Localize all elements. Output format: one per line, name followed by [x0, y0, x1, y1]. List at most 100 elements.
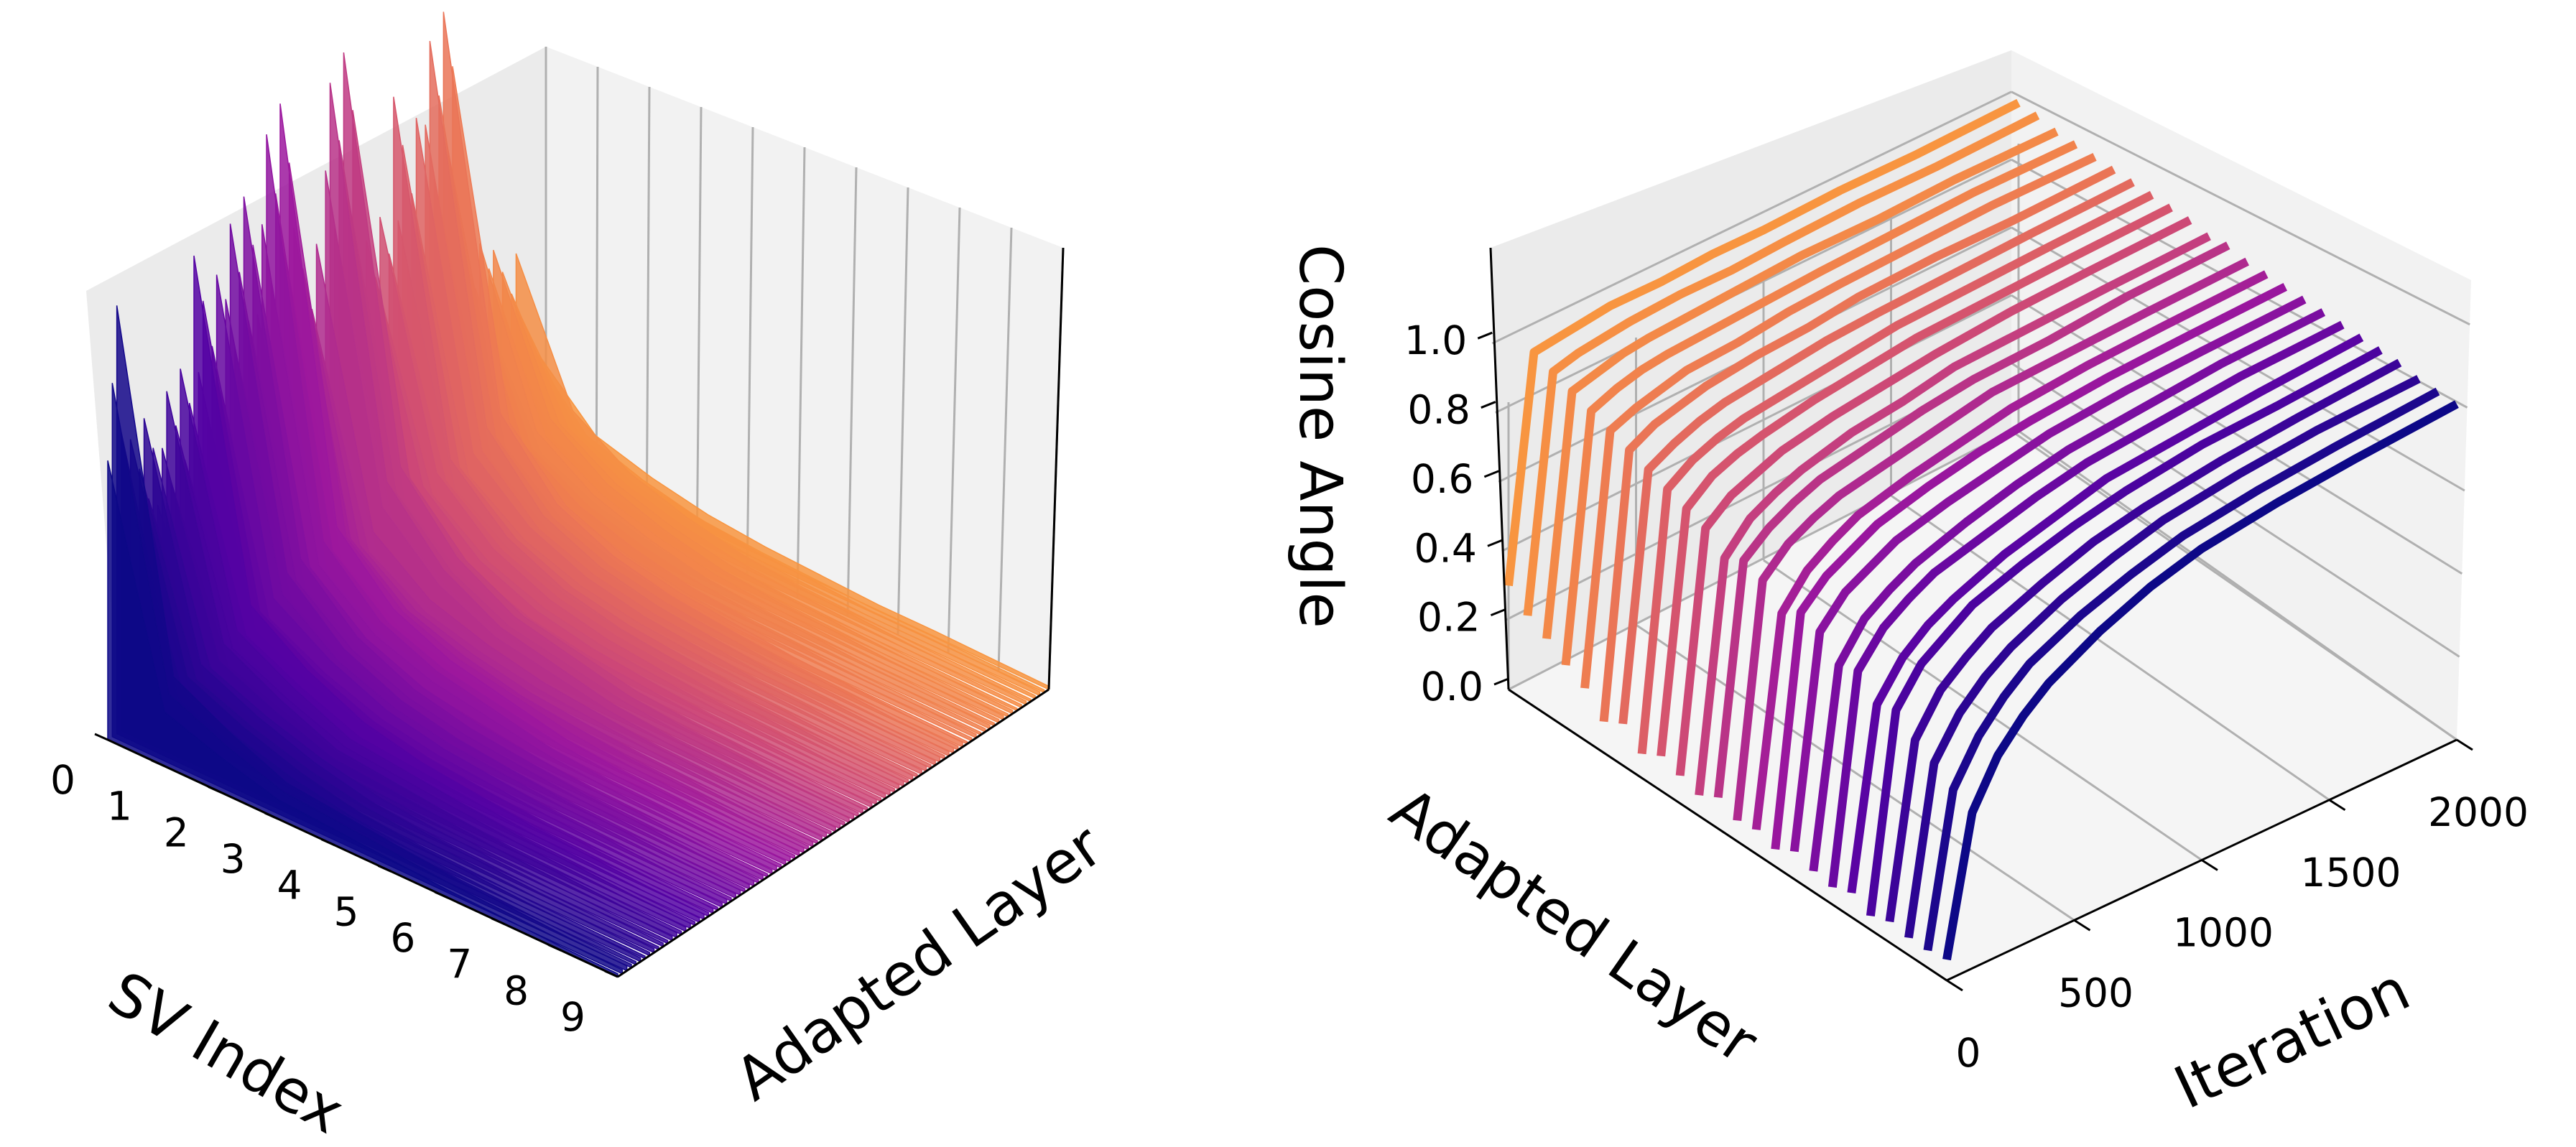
left-chart-layer-area — [261, 224, 773, 876]
left-chart-layer-area — [116, 305, 628, 972]
left-chart-x-tick-label: 9 — [560, 994, 585, 1040]
left-chart-layer-area — [188, 402, 700, 924]
left-chart-layer-area — [438, 95, 950, 757]
right-chart-x-tick-mark — [1946, 979, 1963, 992]
left-chart-layer-area — [288, 162, 800, 857]
right-chart-layer-line — [1561, 140, 2078, 666]
left-chart-gridline — [746, 126, 754, 580]
right-chart-z-tick-mark — [1483, 470, 1499, 478]
right-chart-layer-line — [1847, 333, 2364, 894]
left-chart-layer-area — [193, 255, 705, 921]
right-chart-z-tick-mark — [1490, 608, 1506, 617]
left-chart-gridline — [796, 147, 806, 598]
right-chart-z-tick-mark — [1481, 401, 1496, 409]
right-chart-layer-line — [1599, 165, 2116, 723]
right-chart-layer-line — [1713, 241, 2230, 798]
left-chart-layer-area — [107, 460, 618, 978]
right-chart-z-tick-mark — [1477, 331, 1493, 340]
right-chart-layer-line — [1542, 127, 2059, 639]
left-chart-layer-area — [139, 468, 650, 957]
left-chart-layer-area — [393, 96, 904, 787]
left-chart-layer-area — [452, 66, 963, 748]
right-chart-gridline — [1491, 90, 2012, 345]
left-chart-y-axis-line — [617, 688, 1050, 978]
right-chart-x-tick-mark — [2073, 919, 2091, 932]
left-chart-layer-area — [143, 418, 655, 954]
left-chart-z-axis-line — [1047, 247, 1065, 690]
right-chart-z-axis-line — [1489, 247, 1510, 690]
right-chart-z-tick-mark — [1493, 677, 1509, 686]
left-chart-layer-area — [180, 368, 691, 929]
right-chart-layer-line — [1657, 203, 2173, 757]
left-chart-x-tick-mark — [208, 785, 222, 794]
right-chart-layer-line — [1789, 295, 2307, 853]
left-chart-layer-area — [211, 345, 723, 909]
left-chart-layer-area — [243, 196, 755, 887]
right-chart-layer-line — [1827, 320, 2345, 888]
left-chart-layer-area — [166, 391, 677, 939]
left-chart-gridline — [695, 106, 703, 562]
left-chart-layer-area — [152, 447, 664, 948]
right-chart-x-axis-label: Iteration — [2164, 955, 2419, 1123]
left-chart-layer-area — [175, 425, 687, 933]
right-chart-layer-line — [1504, 98, 2021, 587]
left-chart-layer-area — [129, 439, 641, 963]
left-chart-layer-area — [379, 217, 891, 797]
left-chart-x-tick-mark — [377, 864, 392, 873]
left-chart-series — [107, 11, 1050, 978]
left-chart-layer-area — [374, 277, 886, 799]
right-chart-layer-line — [1618, 178, 2135, 725]
left-chart-x-tick-mark — [604, 970, 618, 978]
left-chart-layer-area — [302, 268, 814, 848]
right-chart-layer-line — [1923, 387, 2440, 952]
right-chart-z-tick-label: 0.0 — [1421, 664, 1483, 710]
left-chart-layer-area — [325, 170, 836, 833]
right-chart-x-tick-label: 1500 — [2301, 850, 2401, 896]
left-chart-x-tick-label: 3 — [221, 836, 246, 882]
right-chart-layer-line — [1771, 282, 2288, 850]
right-chart-layer-line — [1942, 400, 2459, 961]
left-chart-gridline — [645, 86, 651, 544]
left-chart-x-tick-mark — [434, 891, 448, 899]
right-chart-z-tick-mark — [1487, 539, 1503, 547]
left-chart-x-tick-label: 0 — [50, 757, 75, 803]
left-chart-layer-area — [352, 110, 863, 814]
right-chart-layer-line — [1809, 308, 2326, 872]
right-chart-z-tick-label: 1.0 — [1404, 317, 1467, 363]
right-chart-gridline — [1501, 294, 2012, 552]
left-chart-x-axis-label: SV Index — [97, 959, 355, 1147]
right-chart-layer-line — [1751, 270, 2269, 830]
right-chart-layer-line — [1637, 190, 2154, 755]
right-chart-z-tick-label: 0.8 — [1407, 387, 1470, 433]
left-chart-x-tick-mark — [320, 838, 335, 847]
left-chart-x-tick-label: 1 — [107, 784, 132, 830]
right-chart-series — [1504, 98, 2459, 961]
right-chart-x-tick-label: 0 — [1956, 1030, 1981, 1076]
right-chart-x-ticks: 0 500 1000 1500 2000 — [1946, 738, 2529, 1076]
left-chart-x-tick-label: 8 — [504, 967, 529, 1013]
left-chart-x-tick-label: 4 — [277, 863, 302, 909]
left-chart-x-tick-label: 5 — [333, 888, 358, 934]
left-chart-x-tick-mark — [491, 917, 505, 926]
right-chart-z-ticks: 0.0 0.2 0.4 0.6 0.8 1.0 — [1404, 317, 1509, 710]
left-chart-layer-area — [338, 140, 850, 824]
left-chart-layer-area — [162, 447, 673, 942]
right-chart: 0 500 1000 1500 2000 0.0 0.2 0.4 0.6 0.8 1.0 Cosi… — [1286, 50, 2529, 1123]
right-chart-layer-line — [1695, 232, 2211, 796]
right-chart-z-tick-label: 0.4 — [1414, 525, 1476, 571]
right-chart-layer-line — [1885, 358, 2402, 923]
right-chart-layer-line — [1580, 153, 2097, 689]
left-chart-x-tick-label: 6 — [390, 915, 415, 961]
left-chart-x-tick-mark — [94, 733, 108, 741]
left-chart-gridline — [846, 167, 858, 617]
left-chart-layer-area — [311, 308, 823, 842]
left-chart-layer-area — [479, 243, 991, 730]
left-chart-gridline — [947, 207, 961, 654]
left-chart-x-tick-label: 7 — [447, 942, 472, 988]
right-chart-x-tick-label: 2000 — [2428, 789, 2529, 835]
left-chart-layer-area — [388, 253, 900, 791]
right-chart-layer-line — [1733, 257, 2249, 822]
left-chart-x-axis-line — [107, 738, 618, 978]
